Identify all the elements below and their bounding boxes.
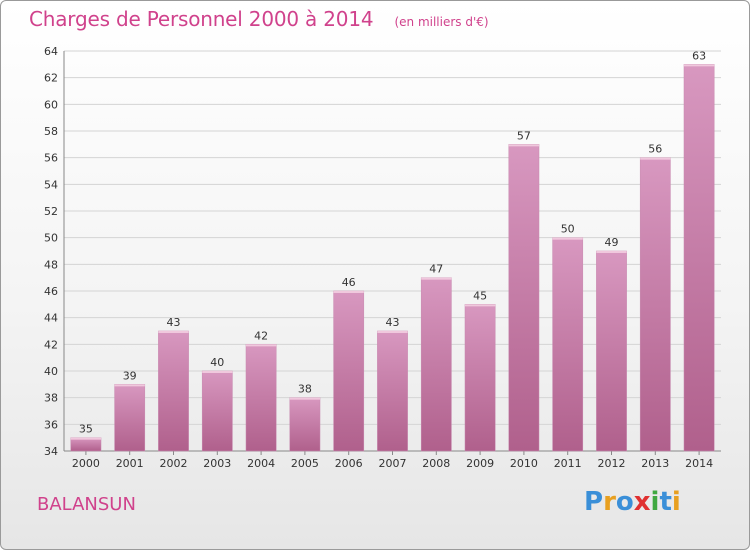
bar: [377, 330, 408, 452]
bar: [289, 397, 321, 452]
data-label: 45: [473, 289, 487, 302]
data-label: 43: [167, 316, 181, 329]
bars: [70, 64, 715, 452]
bar: [114, 384, 146, 452]
y-tick-label: 54: [44, 178, 58, 191]
y-tick-label: 50: [44, 232, 58, 245]
data-label: 57: [517, 129, 531, 142]
bar-highlight: [508, 144, 540, 147]
bar-highlight: [70, 437, 102, 440]
brand-letter: P: [584, 487, 604, 517]
labels: 34 36 38 40 42 44 46 48 50 52 54 56 58 60 62 64 35 2000 39…: [44, 45, 713, 470]
bar-highlight: [596, 251, 627, 253]
bar: [508, 144, 540, 452]
bar-highlight: [552, 237, 583, 240]
bar-highlight: [683, 64, 715, 67]
y-tick-label: 48: [44, 258, 58, 271]
bar-highlight: [421, 277, 452, 280]
data-label: 46: [342, 276, 356, 289]
x-tick-label: 2014: [685, 457, 713, 470]
x-tick-label: 2013: [641, 457, 669, 470]
x-tick-label: 2006: [335, 457, 363, 470]
y-tick-label: 46: [44, 285, 58, 298]
brand-letter: i: [671, 487, 681, 517]
data-label: 40: [210, 356, 224, 369]
chart-title: Charges de Personnel 2000 à 2014: [29, 7, 374, 31]
bar: [245, 344, 277, 452]
bar-highlight: [289, 397, 321, 400]
y-tick-label: 44: [44, 312, 58, 325]
bar-highlight: [245, 344, 277, 347]
data-label: 35: [79, 423, 93, 436]
brand-letter: r: [603, 487, 616, 517]
bar-highlight: [114, 384, 145, 387]
x-tick-label: 2012: [598, 457, 626, 470]
y-tick-label: 38: [44, 392, 58, 405]
bar: [333, 290, 365, 452]
bar-highlight: [202, 371, 233, 373]
y-tick-label: 62: [44, 72, 58, 85]
data-label: 49: [605, 236, 619, 249]
bar: [464, 304, 496, 452]
bar: [596, 250, 627, 452]
bar-highlight: [333, 291, 364, 293]
brand-logo: Proxiti: [584, 487, 681, 517]
brand-letter: o: [615, 487, 634, 517]
x-tick-label: 2008: [422, 457, 450, 470]
bar-highlight: [377, 331, 408, 333]
bar: [639, 157, 671, 452]
data-label: 43: [386, 316, 400, 329]
y-tick-label: 34: [44, 445, 58, 458]
data-label: 50: [561, 223, 575, 236]
y-tick-label: 52: [44, 205, 58, 218]
data-label: 63: [692, 49, 706, 62]
x-tick-label: 2010: [510, 457, 538, 470]
x-tick-label: 2004: [247, 457, 275, 470]
x-tick-label: 2005: [291, 457, 319, 470]
bar: [201, 370, 233, 452]
y-tick-label: 58: [44, 125, 58, 138]
x-tick-label: 2011: [554, 457, 582, 470]
data-label: 39: [123, 369, 137, 382]
x-tick-label: 2003: [203, 457, 231, 470]
y-tick-label: 56: [44, 152, 58, 165]
bar: [683, 64, 715, 452]
brand-letter: i: [650, 487, 660, 517]
bar-highlight: [464, 304, 496, 307]
x-tick-label: 2000: [72, 457, 100, 470]
title-row: Charges de Personnel 2000 à 2014 (en mil…: [29, 7, 489, 31]
bar: [158, 330, 189, 452]
data-label: 47: [429, 263, 443, 276]
bar: [552, 237, 584, 452]
data-label: 42: [254, 329, 268, 342]
data-label: 38: [298, 383, 312, 396]
y-tick-label: 42: [44, 338, 58, 351]
y-tick-label: 60: [44, 98, 58, 111]
x-tick-label: 2002: [160, 457, 188, 470]
place-name: BALANSUN: [37, 494, 136, 515]
y-tick-label: 40: [44, 365, 58, 378]
x-tick-label: 2001: [116, 457, 144, 470]
bar: [420, 277, 452, 452]
data-label: 56: [648, 143, 662, 156]
brand-letter: x: [633, 487, 651, 517]
x-tick-label: 2009: [466, 457, 494, 470]
chart-subtitle: (en milliers d'€): [394, 15, 489, 29]
bar-highlight: [640, 157, 671, 160]
brand-letter: t: [659, 487, 672, 517]
y-tick-label: 64: [44, 45, 58, 58]
x-tick-label: 2007: [379, 457, 407, 470]
bar-highlight: [158, 331, 189, 333]
y-tick-label: 36: [44, 418, 58, 431]
